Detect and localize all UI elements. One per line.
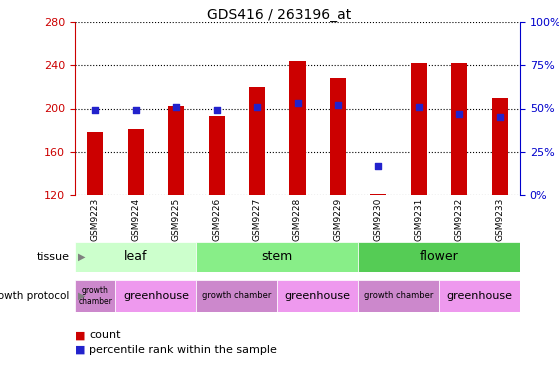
Text: ■: ■	[75, 345, 86, 355]
Point	[334, 102, 343, 108]
Text: percentile rank within the sample: percentile rank within the sample	[89, 345, 277, 355]
Text: flower: flower	[420, 250, 458, 264]
Text: growth chamber: growth chamber	[364, 291, 433, 300]
Point	[293, 100, 302, 106]
Point	[91, 107, 100, 113]
Text: GDS416 / 263196_at: GDS416 / 263196_at	[207, 8, 352, 22]
Text: leaf: leaf	[124, 250, 148, 264]
Bar	[358, 280, 439, 312]
Text: ▶: ▶	[78, 252, 86, 262]
Point	[253, 104, 262, 110]
Bar	[330, 78, 346, 195]
Bar	[127, 129, 144, 195]
Bar	[75, 242, 196, 272]
Bar	[249, 87, 265, 195]
Text: stem: stem	[262, 250, 293, 264]
Bar	[370, 194, 386, 195]
Bar	[87, 132, 103, 195]
Bar	[196, 280, 277, 312]
Bar	[116, 280, 196, 312]
Text: growth chamber: growth chamber	[202, 291, 272, 300]
Text: growth
chamber: growth chamber	[78, 286, 112, 306]
Text: growth protocol: growth protocol	[0, 291, 69, 301]
Bar	[196, 242, 358, 272]
Text: greenhouse: greenhouse	[285, 291, 350, 301]
Point	[172, 104, 181, 110]
Point	[131, 107, 140, 113]
Point	[374, 163, 383, 168]
Bar	[290, 61, 306, 195]
Text: count: count	[89, 330, 121, 340]
Bar	[451, 63, 467, 195]
Bar	[209, 116, 225, 195]
Text: ▶: ▶	[78, 291, 86, 301]
Bar	[439, 280, 520, 312]
Point	[495, 114, 504, 120]
Point	[414, 104, 423, 110]
Point	[455, 111, 464, 117]
Text: greenhouse: greenhouse	[123, 291, 189, 301]
Bar	[492, 98, 508, 195]
Bar	[411, 63, 427, 195]
Text: tissue: tissue	[36, 252, 69, 262]
Bar	[75, 280, 116, 312]
Text: ■: ■	[75, 330, 86, 340]
Bar	[168, 107, 184, 195]
Bar	[358, 242, 520, 272]
Point	[212, 107, 221, 113]
Text: greenhouse: greenhouse	[447, 291, 513, 301]
Bar	[277, 280, 358, 312]
